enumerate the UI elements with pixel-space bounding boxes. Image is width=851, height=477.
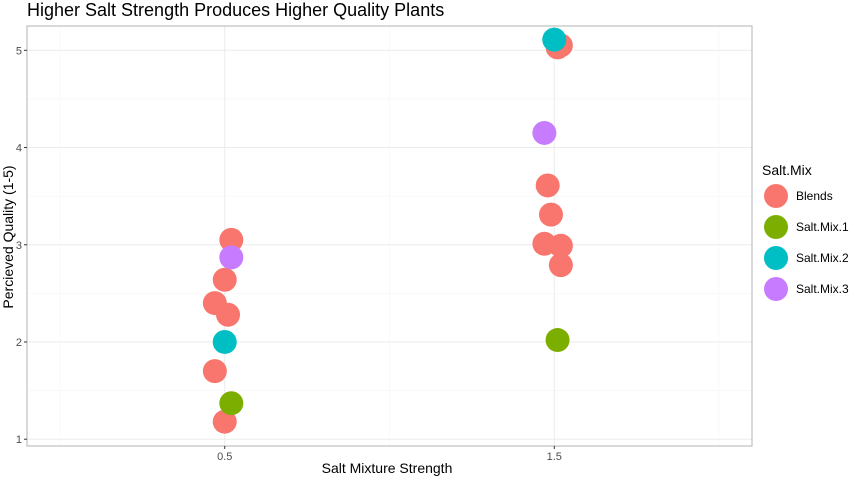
point-salt-mix-3: [532, 120, 557, 145]
y-tick-label: 5: [16, 45, 22, 57]
y-axis: 1 2 3 4 5: [16, 45, 27, 446]
y-axis-title: Percieved Quality (1-5): [0, 165, 16, 308]
point-salt-mix-1: [545, 328, 570, 353]
y-tick-label: 4: [16, 143, 22, 155]
point-salt-mix-3: [219, 245, 244, 270]
point-blends: [212, 267, 237, 292]
grid: [27, 26, 752, 446]
legend-label-blends: Blends: [796, 189, 833, 203]
legend-title: Salt.Mix: [762, 162, 812, 178]
point-blends: [548, 233, 573, 258]
point-blends: [212, 409, 237, 434]
legend-key-blends: [764, 184, 788, 208]
x-tick-label: 0.5: [217, 451, 232, 463]
legend-label-salt-mix-1: Salt.Mix.1: [796, 220, 849, 234]
y-tick-label: 1: [16, 434, 22, 446]
chart-title: Higher Salt Strength Produces Higher Qua…: [27, 0, 444, 20]
point-blends: [538, 202, 563, 227]
x-axis-title: Salt Mixture Strength: [322, 460, 453, 476]
point-salt-mix-1: [219, 391, 244, 416]
legend-label-salt-mix-3: Salt.Mix.3: [796, 282, 849, 296]
point-salt-mix-2: [542, 27, 567, 52]
point-blends: [216, 302, 241, 327]
point-blends: [548, 253, 573, 278]
plot-panel: [26, 25, 753, 447]
point-blends: [535, 173, 560, 198]
data-points: [202, 27, 573, 434]
legend-key-salt-mix-3: [764, 277, 788, 301]
legend-key-salt-mix-2: [764, 246, 788, 270]
x-axis: 0.5 1.5: [217, 446, 562, 463]
legend-label-salt-mix-2: Salt.Mix.2: [796, 251, 849, 265]
x-tick-label: 1.5: [547, 451, 562, 463]
legend-key-salt-mix-1: [764, 215, 788, 239]
point-blends: [219, 227, 244, 252]
panel-border: [26, 25, 753, 447]
y-tick-label: 2: [16, 337, 22, 349]
legend: Salt.Mix Blends Salt.Mix.1 Salt.Mix.2 Salt.…: [762, 162, 849, 301]
y-tick-label: 3: [16, 240, 22, 252]
point-blends: [202, 359, 227, 384]
point-salt-mix-2: [212, 329, 237, 354]
